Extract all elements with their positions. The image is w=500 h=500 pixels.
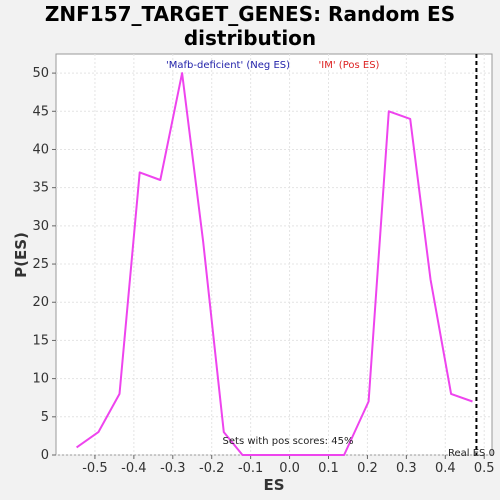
y-tick-label: 50 bbox=[32, 66, 49, 81]
x-tick-label: 0.2 bbox=[357, 461, 378, 476]
plot-area bbox=[55, 53, 493, 456]
chart-title-line1: ZNF157_TARGET_GENES: Random ES bbox=[44, 2, 456, 26]
pos-es-label: 'IM' (Pos ES) bbox=[319, 60, 380, 71]
y-tick-label: 30 bbox=[32, 219, 49, 234]
x-tick-label: 0.1 bbox=[318, 461, 339, 476]
y-tick-label: 40 bbox=[32, 142, 49, 157]
axis-layer: 0 5 10 15 20 25 30 35 40 45 50 -0.5 -0.4 -0.3 -0.2 -0.1… bbox=[32, 66, 494, 476]
x-tick-label: 0.5 bbox=[474, 461, 495, 476]
x-tick-label: -0.2 bbox=[199, 461, 224, 476]
chart-title-line2: distribution bbox=[183, 26, 317, 50]
neg-es-label: 'Mafb-deficient' (Neg ES) bbox=[166, 60, 290, 71]
y-axis-title: P(ES) bbox=[12, 232, 30, 278]
x-tick-label: 0.3 bbox=[396, 461, 417, 476]
y-tick-label: 10 bbox=[32, 372, 49, 387]
grid-layer bbox=[56, 54, 492, 456]
y-tick-label: 35 bbox=[32, 181, 49, 196]
series-layer bbox=[76, 72, 473, 456]
y-tick-label: 25 bbox=[32, 257, 49, 272]
real-es-label: Real ES 0 bbox=[448, 448, 495, 459]
y-tick-label: 5 bbox=[41, 410, 49, 425]
y-tick-label: 0 bbox=[41, 448, 49, 463]
x-tick-label: 0.4 bbox=[435, 461, 456, 476]
x-axis-title: ES bbox=[263, 476, 284, 494]
y-tick-label: 45 bbox=[32, 104, 49, 119]
x-tick-label: -0.3 bbox=[160, 461, 185, 476]
x-tick-label: 0.0 bbox=[279, 461, 300, 476]
pos-scores-label: Sets with pos scores: 45% bbox=[223, 436, 354, 447]
x-tick-label: -0.4 bbox=[121, 461, 146, 476]
chart-title: ZNF157_TARGET_GENES: Random ES distribut… bbox=[0, 2, 500, 50]
y-tick-label: 20 bbox=[32, 295, 49, 310]
y-tick-label: 15 bbox=[32, 333, 49, 348]
x-tick-label: -0.1 bbox=[238, 461, 263, 476]
x-tick-label: -0.5 bbox=[82, 461, 107, 476]
series-line bbox=[76, 72, 473, 456]
